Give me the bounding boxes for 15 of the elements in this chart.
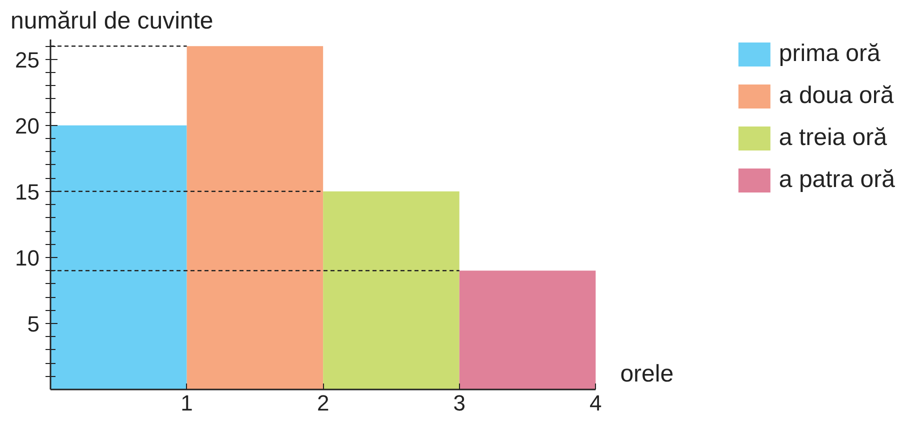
y-axis-title: numărul de cuvinte (10, 8, 214, 34)
legend-label: prima oră (778, 40, 880, 68)
x-tick-label: 3 (453, 390, 466, 416)
legend-label: a treia oră (778, 124, 887, 152)
legend-label: a doua oră (778, 82, 894, 110)
x-axis-title: orele (620, 360, 674, 388)
x-tick-label: 2 (316, 390, 330, 416)
y-tick-label: 20 (15, 113, 40, 138)
y-tick-label: 15 (15, 179, 40, 204)
x-tick-label: 4 (590, 390, 602, 416)
y-tick-label: 25 (15, 47, 40, 72)
y-tick-label: 5 (27, 311, 40, 336)
legend-label: a patra oră (778, 166, 895, 194)
y-tick-label: 10 (15, 245, 40, 270)
x-tick-label: 1 (180, 390, 193, 416)
